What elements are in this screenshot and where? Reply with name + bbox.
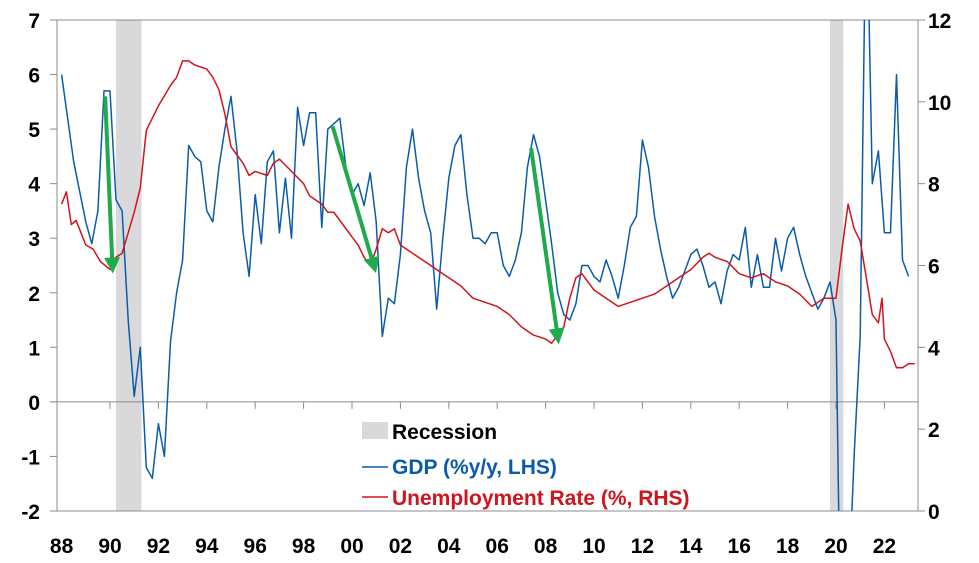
- green-arrow: [529, 147, 565, 345]
- x-tick-label: 92: [147, 535, 170, 558]
- x-tick-label: 04: [437, 535, 461, 558]
- recession-band: [829, 20, 844, 511]
- right-tick-label: 4: [928, 337, 940, 360]
- right-tick-label: 0: [928, 501, 940, 524]
- x-tick-label: 12: [631, 535, 654, 558]
- left-tick-label: 0: [28, 392, 40, 415]
- green-arrow: [330, 125, 380, 274]
- left-tick-label: 1: [28, 337, 40, 360]
- x-tick-label: 14: [679, 535, 703, 558]
- left-tick-label: -2: [21, 501, 40, 524]
- green-arrow: [103, 96, 121, 274]
- x-tick-label: 02: [389, 535, 412, 558]
- right-tick-label: 8: [928, 174, 940, 197]
- x-tick-label: 10: [582, 535, 605, 558]
- right-tick-label: 10: [928, 92, 951, 115]
- right-tick-label: 2: [928, 419, 940, 442]
- recession-bands: [116, 20, 844, 511]
- gdp-line: [60, 19, 910, 512]
- right-tick-label: 6: [928, 256, 940, 279]
- x-tick-label: 06: [486, 535, 509, 558]
- x-tick-label: 88: [50, 535, 74, 558]
- legend-label-recession: Recession: [392, 421, 497, 444]
- legend-label-unemployment: Unemployment Rate (%, RHS): [392, 487, 690, 510]
- x-tick-label: 18: [776, 535, 800, 558]
- x-tick-label: 94: [195, 535, 219, 558]
- x-tick-label: 90: [98, 535, 121, 558]
- left-tick-label: 6: [28, 65, 40, 88]
- x-tick-label: 96: [244, 535, 267, 558]
- left-tick-label: 7: [28, 10, 40, 33]
- axes: [50, 19, 925, 512]
- legend-label-gdp: GDP (%y/y, LHS): [392, 456, 557, 479]
- legend-swatch-recession: [362, 422, 388, 439]
- x-tick-label: 98: [292, 535, 316, 558]
- annotation-arrows: [103, 96, 565, 345]
- unemployment-line: [60, 60, 915, 369]
- x-tick-label: 16: [728, 535, 751, 558]
- recession-band: [116, 20, 142, 511]
- left-tick-label: 5: [28, 119, 40, 142]
- x-tick-label: 22: [873, 535, 896, 558]
- left-tick-label: 3: [28, 228, 40, 251]
- left-tick-label: -1: [21, 446, 40, 469]
- right-tick-label: 12: [928, 10, 951, 33]
- left-tick-label: 2: [28, 283, 40, 306]
- legend: Recession GDP (%y/y, LHS) Unemployment R…: [362, 421, 690, 510]
- x-tick-label: 00: [340, 535, 363, 558]
- series-lines: [60, 19, 915, 512]
- x-tick-label: 20: [824, 535, 847, 558]
- x-tick-label: 08: [534, 535, 558, 558]
- left-tick-label: 4: [28, 174, 40, 197]
